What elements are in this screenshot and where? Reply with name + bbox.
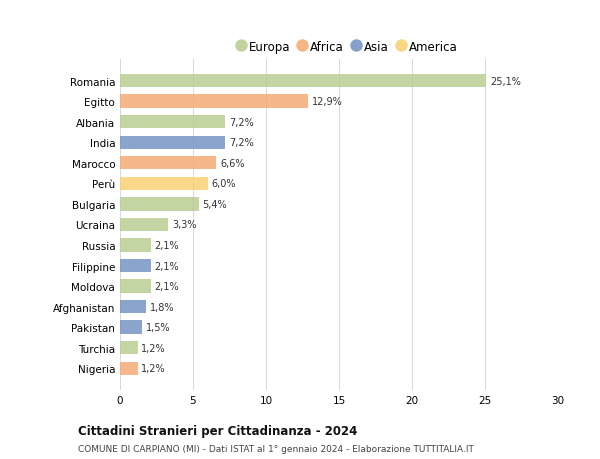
Legend: Europa, Africa, Asia, America: Europa, Africa, Asia, America	[233, 36, 462, 58]
Bar	[120, 75, 487, 88]
Text: 2,1%: 2,1%	[154, 281, 179, 291]
Text: COMUNE DI CARPIANO (MI) - Dati ISTAT al 1° gennaio 2024 - Elaborazione TUTTITALI: COMUNE DI CARPIANO (MI) - Dati ISTAT al …	[78, 444, 474, 453]
Text: 12,9%: 12,9%	[312, 97, 343, 107]
Bar	[120, 218, 168, 232]
Text: 5,4%: 5,4%	[202, 199, 227, 209]
Text: Cittadini Stranieri per Cittadinanza - 2024: Cittadini Stranieri per Cittadinanza - 2…	[78, 425, 358, 437]
Text: 1,2%: 1,2%	[141, 343, 166, 353]
Text: 1,8%: 1,8%	[150, 302, 175, 312]
Bar	[120, 321, 142, 334]
Bar	[120, 116, 225, 129]
Bar	[120, 362, 137, 375]
Text: 25,1%: 25,1%	[490, 76, 521, 86]
Text: 7,2%: 7,2%	[229, 138, 254, 148]
Bar	[120, 157, 217, 170]
Text: 2,1%: 2,1%	[154, 241, 179, 251]
Bar	[120, 341, 137, 355]
Bar	[120, 177, 208, 190]
Bar	[120, 198, 199, 211]
Bar	[120, 280, 151, 293]
Text: 1,5%: 1,5%	[146, 323, 170, 332]
Bar	[120, 239, 151, 252]
Text: 3,3%: 3,3%	[172, 220, 196, 230]
Text: 6,0%: 6,0%	[211, 179, 236, 189]
Bar	[120, 95, 308, 108]
Bar	[120, 300, 146, 313]
Bar	[120, 136, 225, 150]
Text: 7,2%: 7,2%	[229, 118, 254, 127]
Text: 2,1%: 2,1%	[154, 261, 179, 271]
Bar	[120, 259, 151, 273]
Text: 1,2%: 1,2%	[141, 364, 166, 374]
Text: 6,6%: 6,6%	[220, 158, 245, 168]
